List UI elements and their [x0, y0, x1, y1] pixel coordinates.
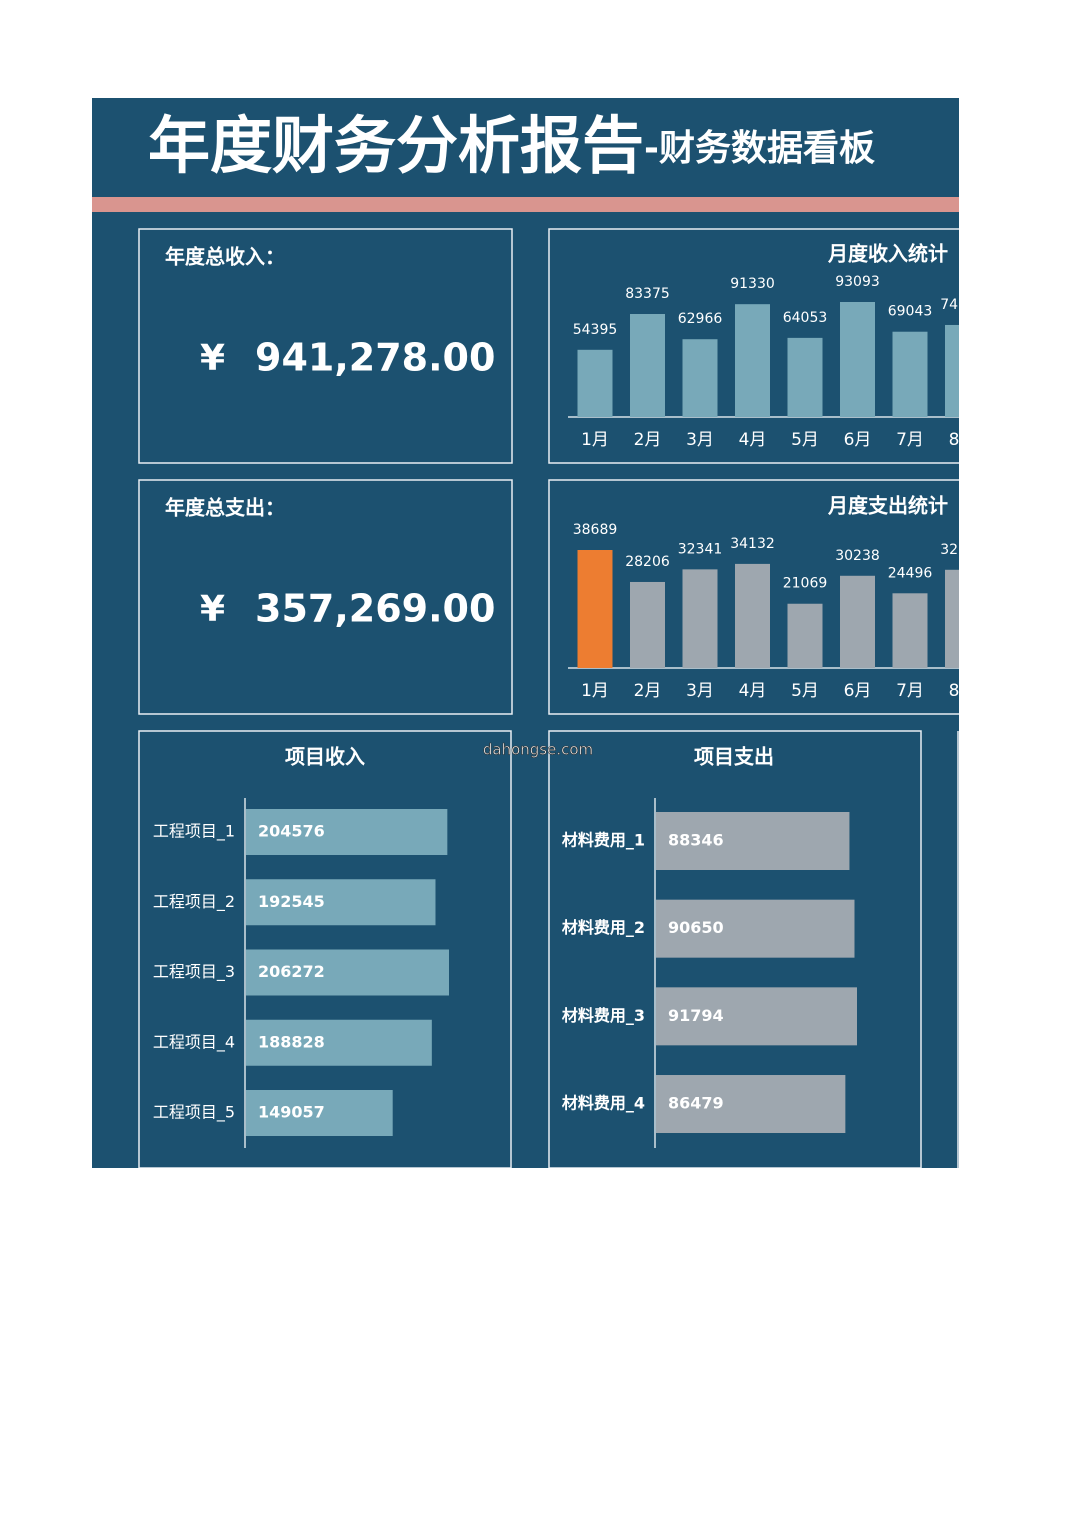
card-label: 年度总支出：	[165, 496, 285, 520]
bar	[656, 899, 855, 958]
bar	[840, 575, 875, 668]
chart-title: 月度收入统计	[827, 242, 948, 266]
x-tick-label: 8月	[949, 681, 959, 701]
bar	[840, 302, 875, 417]
bar	[682, 569, 718, 668]
value-label: 69043	[888, 304, 933, 320]
y-tick-label: 材料费用_4	[562, 1094, 645, 1113]
x-tick-label: 3月	[686, 430, 714, 450]
value-label: 24496	[888, 565, 933, 581]
chart-frame	[138, 730, 512, 1168]
value-label: 54395	[573, 322, 618, 338]
value-label: 74500	[940, 297, 959, 313]
y-tick-label: 工程项目_4	[153, 1032, 235, 1052]
card-currency: ¥	[200, 338, 225, 379]
value-label: 206272	[258, 962, 325, 981]
x-tick-label: 1月	[581, 681, 609, 701]
value-label: 38689	[573, 522, 618, 538]
bar	[630, 314, 665, 417]
y-tick-label: 工程项目_2	[153, 892, 235, 912]
bar	[246, 879, 436, 926]
value-label: 86479	[668, 1094, 724, 1113]
title-main: 年度财务分析报告	[148, 109, 644, 182]
y-tick-label: 材料费用_3	[562, 1006, 645, 1025]
bar	[682, 339, 718, 417]
bar	[577, 349, 613, 417]
bar	[246, 809, 448, 855]
bar	[892, 593, 928, 668]
watermark: dahongse.com	[483, 741, 593, 759]
value-label: 32341	[678, 541, 723, 557]
value-label: 34132	[730, 536, 775, 552]
value-label: 32200	[940, 542, 959, 558]
chart-title: 项目支出	[694, 745, 774, 769]
bar	[246, 1019, 432, 1066]
card-value: 941,278.00	[255, 336, 495, 380]
bar	[735, 304, 770, 417]
card-currency: ¥	[200, 589, 225, 630]
bar	[787, 603, 823, 668]
value-label: 30238	[835, 548, 880, 564]
value-label: 188828	[258, 1032, 325, 1051]
card-value: 357,269.00	[255, 587, 495, 631]
subtitle: -财务数据看板	[644, 128, 875, 169]
bar	[787, 337, 823, 417]
value-label: 90650	[668, 918, 724, 937]
y-tick-label: 工程项目_1	[153, 822, 235, 842]
value-label: 91794	[668, 1006, 724, 1025]
title: 年度财务分析报告-财务数据看板	[148, 109, 875, 182]
chart-frame	[548, 228, 959, 464]
x-tick-label: 7月	[896, 430, 924, 450]
value-label: 93093	[835, 274, 880, 290]
x-tick-label: 2月	[634, 681, 662, 701]
x-tick-label: 3月	[686, 681, 714, 701]
x-tick-label: 5月	[791, 430, 819, 450]
chart-title: 项目收入	[285, 745, 365, 769]
dashboard: 年度财务分析报告-财务数据看板 年度总收入： ¥ 941,278.00 年度总支…	[92, 98, 959, 1168]
x-tick-label: 7月	[896, 681, 924, 701]
y-tick-label: 材料费用_1	[562, 831, 645, 850]
chart-frame	[548, 479, 959, 715]
bar	[630, 581, 665, 668]
bar	[945, 324, 959, 417]
card-frame	[138, 479, 513, 715]
x-tick-label: 8月	[949, 430, 959, 450]
x-tick-label: 4月	[739, 430, 767, 450]
bar	[656, 812, 850, 870]
value-label: 204576	[258, 822, 325, 841]
value-label: 83375	[625, 286, 670, 302]
bar	[656, 987, 857, 1046]
x-tick-label: 6月	[844, 681, 872, 701]
y-tick-label: 工程项目_5	[153, 1103, 235, 1123]
value-label: 88346	[668, 831, 724, 850]
chart-title: 月度支出统计	[827, 494, 948, 518]
value-label: 62966	[678, 311, 723, 327]
x-tick-label: 2月	[634, 430, 662, 450]
y-tick-label: 工程项目_3	[153, 962, 235, 982]
value-label: 149057	[258, 1103, 325, 1122]
accent-stripe	[92, 197, 959, 212]
x-tick-label: 5月	[791, 681, 819, 701]
chart-frame	[548, 730, 922, 1168]
bar	[577, 550, 613, 668]
y-tick-label: 材料费用_2	[562, 918, 645, 937]
card-frame	[138, 228, 513, 464]
bar	[945, 569, 959, 668]
x-tick-label: 1月	[581, 430, 609, 450]
value-label: 64053	[783, 310, 828, 326]
bar	[892, 331, 928, 417]
value-label: 21069	[783, 576, 828, 592]
value-label: 28206	[625, 554, 670, 570]
x-tick-label: 6月	[844, 430, 872, 450]
card-label: 年度总收入：	[165, 245, 285, 269]
bar	[735, 563, 770, 668]
value-label: 192545	[258, 892, 325, 911]
bar	[656, 1075, 846, 1134]
bar	[246, 949, 449, 996]
bar	[246, 1090, 393, 1136]
x-tick-label: 4月	[739, 681, 767, 701]
value-label: 91330	[730, 276, 775, 292]
